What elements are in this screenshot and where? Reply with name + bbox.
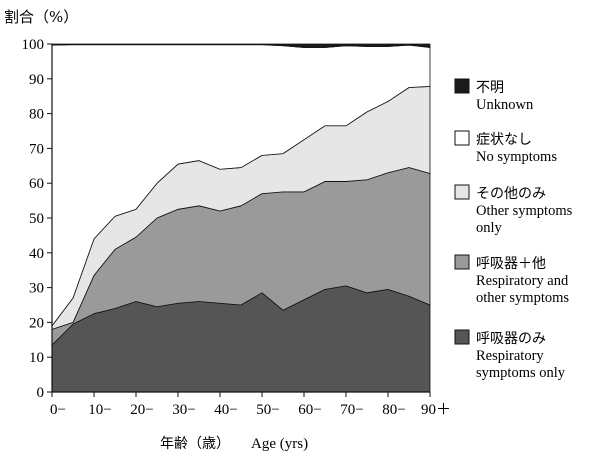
y-axis-title: 割合（%）	[4, 8, 78, 26]
legend-label-en: other symptoms	[476, 290, 569, 306]
legend-label-jp: 不明	[476, 80, 504, 96]
legend-label-en: Unknown	[476, 97, 534, 113]
y-tick-label: 60	[29, 176, 44, 192]
y-tick-label: 70	[29, 141, 44, 157]
y-tick-label: 10	[29, 350, 44, 366]
x-axis-title-en: Age (yrs)	[251, 436, 308, 452]
legend-label-jp: 呼吸器のみ	[476, 331, 546, 347]
y-tick-label: 0	[37, 385, 45, 401]
x-tick-label: 30−	[172, 402, 195, 418]
legend-swatch	[454, 329, 470, 345]
x-tick-label: 20−	[130, 402, 153, 418]
legend-label-en: Other symptoms	[476, 203, 573, 219]
legend-label-en: Respiratory	[476, 348, 544, 364]
x-tick-label: 40−	[214, 402, 237, 418]
x-tick-label: 70−	[340, 402, 363, 418]
legend-label-jp: 症状なし	[476, 132, 532, 148]
x-tick-label: 50−	[256, 402, 279, 418]
x-tick-label: 0−	[50, 402, 66, 418]
x-tick-label: 60−	[298, 402, 321, 418]
area-layers	[51, 43, 431, 393]
y-tick-label: 100	[22, 37, 45, 53]
y-tick-labels: 0 10 20 30 40 50 60 70 80 90 100	[22, 37, 52, 401]
x-tick-label: 90＋	[421, 402, 451, 418]
area-series-5	[51, 43, 431, 48]
legend-label-en: No symptoms	[476, 149, 557, 165]
x-tick-labels: 0− 10− 20− 30− 40− 50− 60− 70− 80− 90＋	[50, 392, 451, 418]
legend-label-jp: 呼吸器＋他	[476, 256, 546, 272]
y-tick-label: 30	[29, 281, 44, 297]
y-tick-label: 50	[29, 211, 44, 227]
legend-label-en: symptoms only	[476, 365, 566, 381]
legend-label-en: only	[476, 220, 503, 236]
legend-swatch	[454, 254, 470, 270]
legend-label-en: Respiratory and	[476, 273, 569, 289]
legend-swatch	[454, 78, 470, 94]
y-tick-label: 20	[29, 315, 44, 331]
x-tick-label: 10−	[88, 402, 111, 418]
y-tick-label: 40	[29, 246, 44, 262]
y-tick-label: 80	[29, 107, 44, 123]
y-tick-label: 90	[29, 72, 44, 88]
legend-label-jp: その他のみ	[476, 186, 546, 202]
legend-swatch	[454, 130, 470, 146]
legend-swatch	[454, 184, 470, 200]
x-axis-title-jp: 年齢（歳）	[160, 436, 230, 452]
x-tick-label: 80−	[382, 402, 405, 418]
